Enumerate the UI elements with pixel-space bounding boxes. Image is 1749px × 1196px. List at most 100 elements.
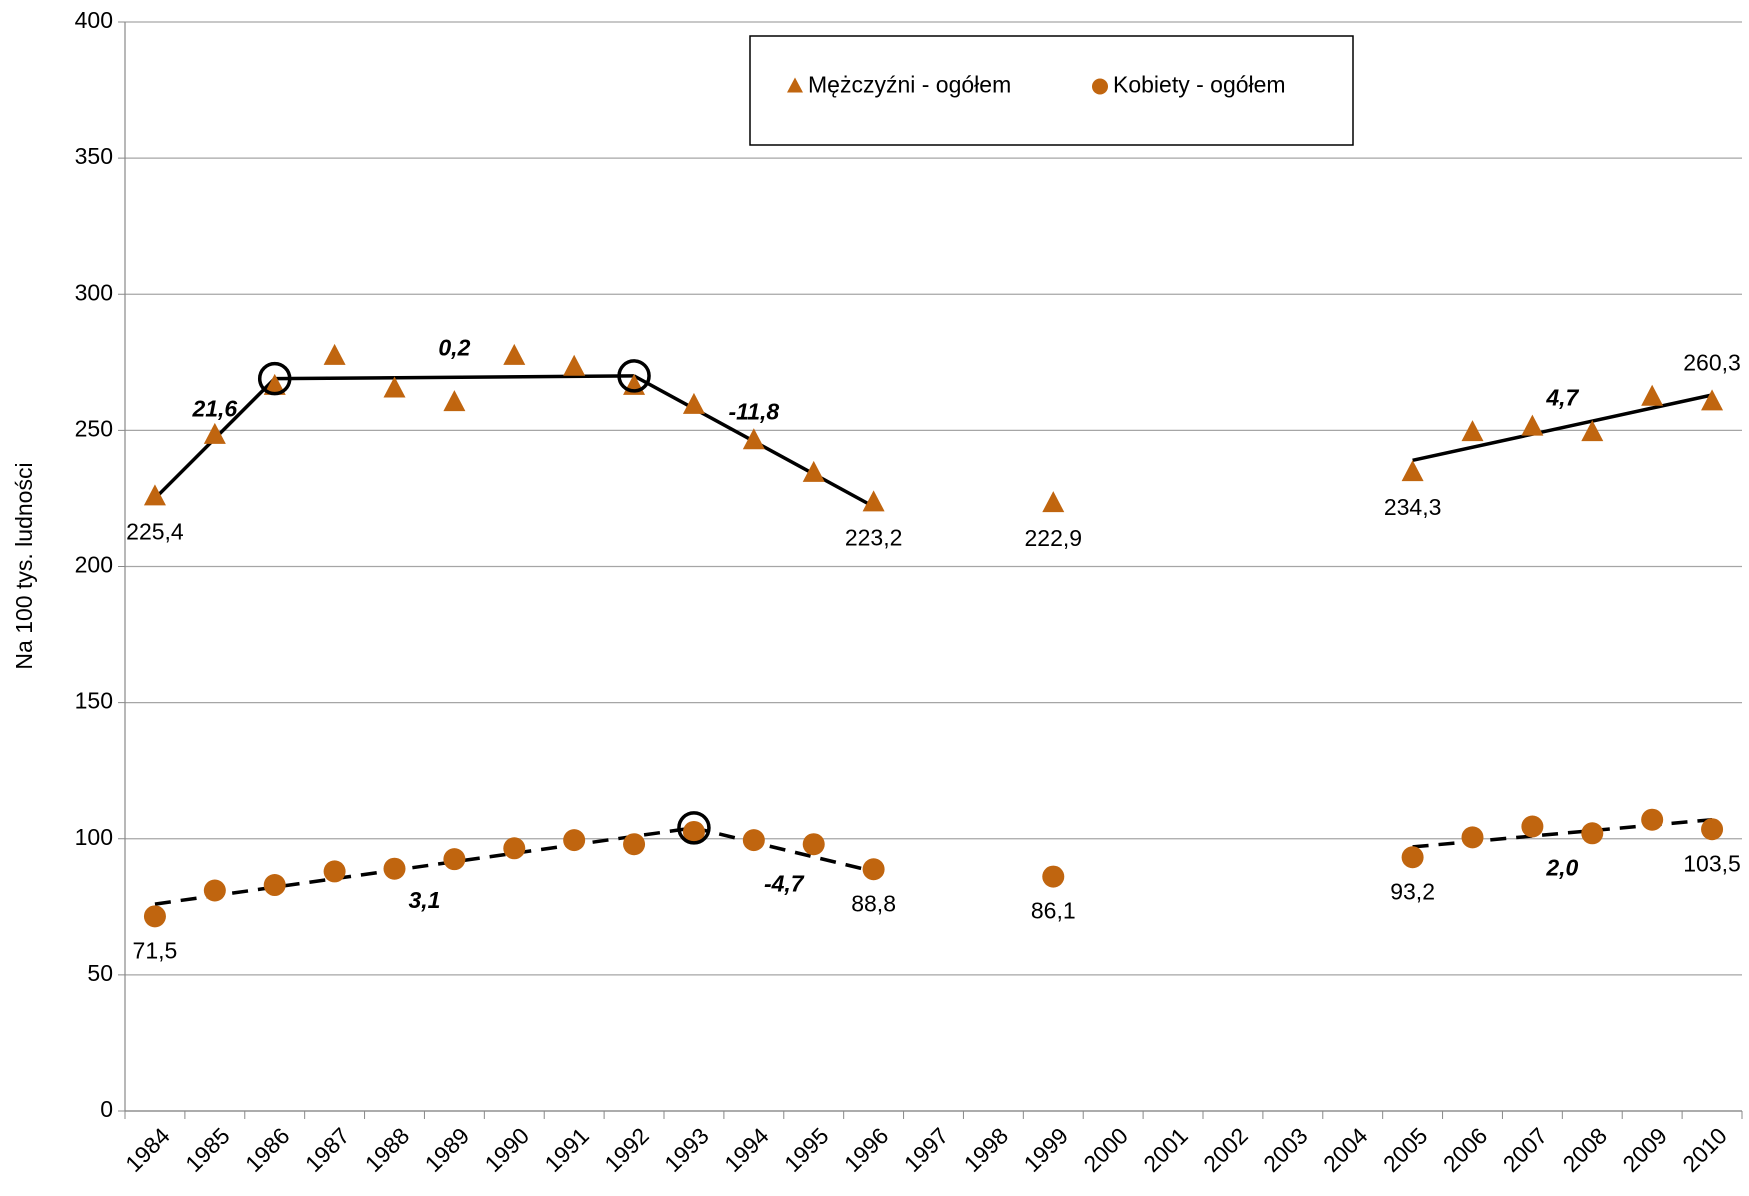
data-point	[623, 833, 646, 856]
joinpoint	[257, 361, 292, 396]
x-tick-label: 1998	[959, 1122, 1014, 1177]
data-point	[1042, 491, 1065, 513]
data-point	[1042, 865, 1065, 888]
y-tick-label: 350	[75, 143, 113, 169]
trend-line	[1412, 393, 1713, 463]
x-tick-label: 1987	[300, 1122, 355, 1177]
y-tick-label: 300	[75, 279, 113, 305]
x-tick-label: 1990	[480, 1122, 535, 1177]
legend-label: Mężczyźni - ogółem	[808, 72, 1011, 98]
data-point	[323, 343, 346, 365]
joinpoint	[677, 811, 711, 845]
y-tick-label: 250	[75, 415, 113, 441]
legend-marker	[1092, 78, 1108, 95]
x-tick-label: 1999	[1019, 1122, 1074, 1177]
data-point	[802, 833, 825, 856]
data-label: 225,4	[126, 518, 184, 544]
y-tick-label: 400	[75, 7, 113, 33]
y-tick-label: 100	[75, 824, 113, 850]
x-tick-label: 2008	[1558, 1122, 1613, 1177]
x-tick-label: 1988	[360, 1122, 415, 1177]
data-point	[1461, 420, 1484, 442]
data-point	[1401, 460, 1424, 482]
data-point	[143, 905, 166, 928]
legend-marker	[787, 77, 803, 93]
data-point	[1521, 414, 1544, 436]
data-point	[862, 858, 885, 881]
data-point	[742, 428, 765, 450]
x-tick-label: 1993	[659, 1122, 714, 1177]
x-tick-label: 1985	[180, 1122, 235, 1177]
y-tick-label: 0	[100, 1096, 113, 1122]
x-tick-label: 2006	[1438, 1122, 1493, 1177]
data-point	[1521, 815, 1544, 838]
x-tick-label: 2004	[1318, 1122, 1373, 1177]
data-point	[383, 857, 406, 880]
x-tick-label: 1997	[899, 1122, 954, 1177]
data-point	[1401, 846, 1424, 869]
data-label: 86,1	[1031, 898, 1076, 924]
data-point	[742, 829, 765, 852]
data-label: 103,5	[1683, 850, 1741, 876]
trend-line	[1412, 817, 1713, 849]
data-point	[263, 373, 286, 395]
trend-label: 21,6	[191, 396, 237, 422]
x-tick-label: 2003	[1258, 1122, 1313, 1177]
x-tick-label: 2000	[1078, 1122, 1133, 1177]
data-point	[443, 848, 466, 871]
data-point	[563, 354, 586, 376]
trend-label: -4,7	[764, 871, 805, 897]
x-tick-label: 1994	[719, 1122, 774, 1177]
trend-label: 4,7	[1545, 385, 1579, 411]
x-tick-label: 1996	[839, 1122, 894, 1177]
data-label: 222,9	[1024, 525, 1082, 551]
data-point	[1701, 389, 1724, 411]
data-point	[443, 390, 466, 412]
data-label: 71,5	[133, 937, 178, 963]
data-point	[563, 829, 586, 852]
x-tick-label: 2010	[1677, 1122, 1732, 1177]
data-point	[1641, 808, 1664, 831]
data-point	[323, 860, 346, 883]
data-point	[503, 837, 526, 860]
data-label: 234,3	[1384, 494, 1442, 520]
x-tick-label: 1986	[240, 1122, 295, 1177]
data-point	[203, 879, 226, 902]
data-point	[143, 484, 166, 506]
data-label: 223,2	[845, 524, 903, 550]
trend-label: 0,2	[438, 334, 470, 360]
joinpoint	[617, 359, 651, 393]
data-point	[682, 392, 705, 414]
data-point	[1461, 826, 1484, 849]
data-point	[383, 376, 406, 398]
x-tick-label: 2009	[1617, 1122, 1672, 1177]
legend-box	[749, 35, 1354, 146]
x-tick-label: 1995	[779, 1122, 834, 1177]
x-tick-label: 1991	[539, 1122, 594, 1177]
x-tick-label: 1984	[120, 1122, 175, 1177]
data-label: 88,8	[851, 890, 896, 916]
data-label: 260,3	[1683, 349, 1741, 375]
data-point	[1701, 818, 1724, 841]
trend-label: 3,1	[408, 887, 440, 913]
trend-line	[154, 826, 695, 906]
x-tick-label: 2005	[1378, 1122, 1433, 1177]
trend-label: 2,0	[1545, 854, 1578, 880]
data-point	[682, 820, 705, 843]
data-point	[862, 490, 885, 512]
data-point	[503, 343, 526, 365]
x-tick-label: 2002	[1198, 1122, 1253, 1177]
y-tick-label: 50	[87, 960, 113, 986]
data-point	[203, 422, 226, 444]
data-point	[263, 874, 286, 897]
y-tick-label: 200	[75, 552, 113, 578]
data-point	[1581, 420, 1604, 442]
x-tick-label: 2007	[1498, 1122, 1553, 1177]
legend-label: Kobiety - ogółem	[1113, 72, 1286, 98]
trend-label: -11,8	[728, 398, 779, 424]
data-point	[802, 460, 825, 482]
y-tick-label: 150	[75, 688, 113, 714]
data-point	[1581, 822, 1604, 845]
data-point	[1641, 384, 1664, 406]
